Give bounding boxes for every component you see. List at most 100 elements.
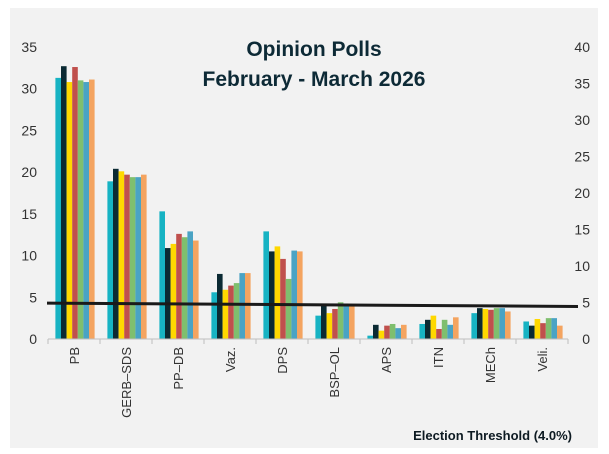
bar (118, 171, 125, 339)
right-axis-tick-label: 5 (582, 295, 590, 311)
bar (499, 308, 505, 339)
x-axis-category-labels: PB GERB–SDS PP–DB Vaz. DPS BSP–OL APS ITN MECh Ve… (67, 347, 550, 418)
bar (545, 318, 552, 339)
bar (493, 308, 500, 339)
right-axis-tick-label: 20 (574, 185, 590, 201)
bar (337, 302, 344, 339)
bar (373, 324, 379, 339)
bar (378, 330, 385, 339)
bar (83, 82, 89, 339)
bar (384, 325, 390, 339)
left-axis-tick-label: 30 (21, 81, 37, 97)
bar (401, 324, 407, 339)
x-axis-category-label: ITN (431, 347, 446, 368)
x-axis-category-label: BSP–OL (327, 347, 342, 398)
left-axis-ticks: 0 5 10 15 20 25 30 35 (21, 39, 37, 347)
bar (222, 289, 229, 339)
bar (113, 168, 119, 339)
bar (233, 283, 240, 339)
bar (529, 325, 535, 339)
bar (436, 328, 442, 339)
x-axis-category-label: MECh (483, 347, 498, 383)
bar (471, 313, 477, 339)
bar (349, 306, 355, 339)
left-axis-tick-label: 0 (29, 331, 37, 347)
bar (72, 67, 78, 340)
bar (315, 315, 321, 339)
x-axis-category-label: DPS (275, 347, 290, 374)
bar (181, 237, 188, 339)
bar (187, 231, 193, 339)
right-axis-ticks: 0 5 10 15 20 25 30 35 40 (574, 39, 590, 347)
x-axis-category-label: APS (379, 347, 394, 373)
bar (321, 305, 327, 339)
bar (332, 308, 338, 339)
bar (534, 318, 541, 339)
left-axis-tick-label: 20 (21, 164, 37, 180)
bar (141, 174, 147, 339)
right-axis-tick-label: 40 (574, 39, 590, 55)
chart-title: Opinion Polls (246, 38, 381, 61)
bar (285, 278, 292, 339)
bar (425, 319, 431, 339)
bar (159, 211, 165, 339)
bar (165, 248, 171, 339)
right-axis-tick-label: 15 (574, 222, 590, 238)
bar (280, 258, 286, 339)
bar (326, 313, 333, 339)
bar (135, 177, 141, 339)
bar (505, 311, 511, 339)
threshold-footnote: Election Threshold (4.0%) (413, 428, 572, 443)
bar (453, 317, 459, 339)
bar (170, 243, 177, 339)
left-axis-tick-label: 35 (21, 39, 37, 55)
x-axis-category-label: Veli. (535, 347, 550, 372)
left-axis-tick-label: 15 (21, 206, 37, 222)
bar (77, 80, 84, 340)
bar (540, 323, 546, 339)
bar (389, 323, 396, 339)
bar (291, 250, 297, 339)
bar (129, 177, 136, 339)
bar (245, 273, 251, 339)
bar (89, 79, 95, 339)
bar (430, 315, 437, 339)
x-axis-category-label: PB (67, 347, 82, 364)
right-axis-tick-label: 25 (574, 149, 590, 165)
bar (557, 325, 563, 339)
bar (61, 66, 67, 339)
bar-series (55, 66, 563, 340)
bar (447, 324, 453, 339)
bar (66, 82, 73, 339)
bar (263, 231, 269, 339)
x-axis-category-label: PP–DB (171, 347, 186, 390)
left-axis-tick-label: 25 (21, 122, 37, 138)
bar (482, 308, 489, 339)
bar (211, 292, 217, 339)
x-axis-category-label: Vaz. (223, 347, 238, 372)
x-axis-category-label: GERB–SDS (119, 347, 134, 418)
bar (395, 328, 401, 339)
bar (488, 309, 494, 339)
right-axis-tick-label: 10 (574, 258, 590, 274)
bar (477, 308, 483, 339)
right-axis-tick-label: 30 (574, 112, 590, 128)
right-axis-tick-label: 0 (582, 331, 590, 347)
bar (551, 318, 557, 339)
left-axis-tick-label: 5 (29, 289, 37, 305)
bar (176, 233, 182, 339)
threshold-line (46, 301, 579, 308)
bar (419, 323, 425, 339)
bar (228, 285, 234, 339)
bar (55, 77, 61, 340)
bar (193, 240, 199, 339)
left-axis-tick-label: 10 (21, 248, 37, 264)
bar (297, 251, 303, 339)
x-axis-tick-marks (47, 339, 569, 344)
right-axis-tick-label: 35 (574, 76, 590, 92)
bar (343, 303, 349, 339)
bar (441, 319, 448, 339)
bar (274, 246, 281, 339)
bar (107, 181, 113, 339)
